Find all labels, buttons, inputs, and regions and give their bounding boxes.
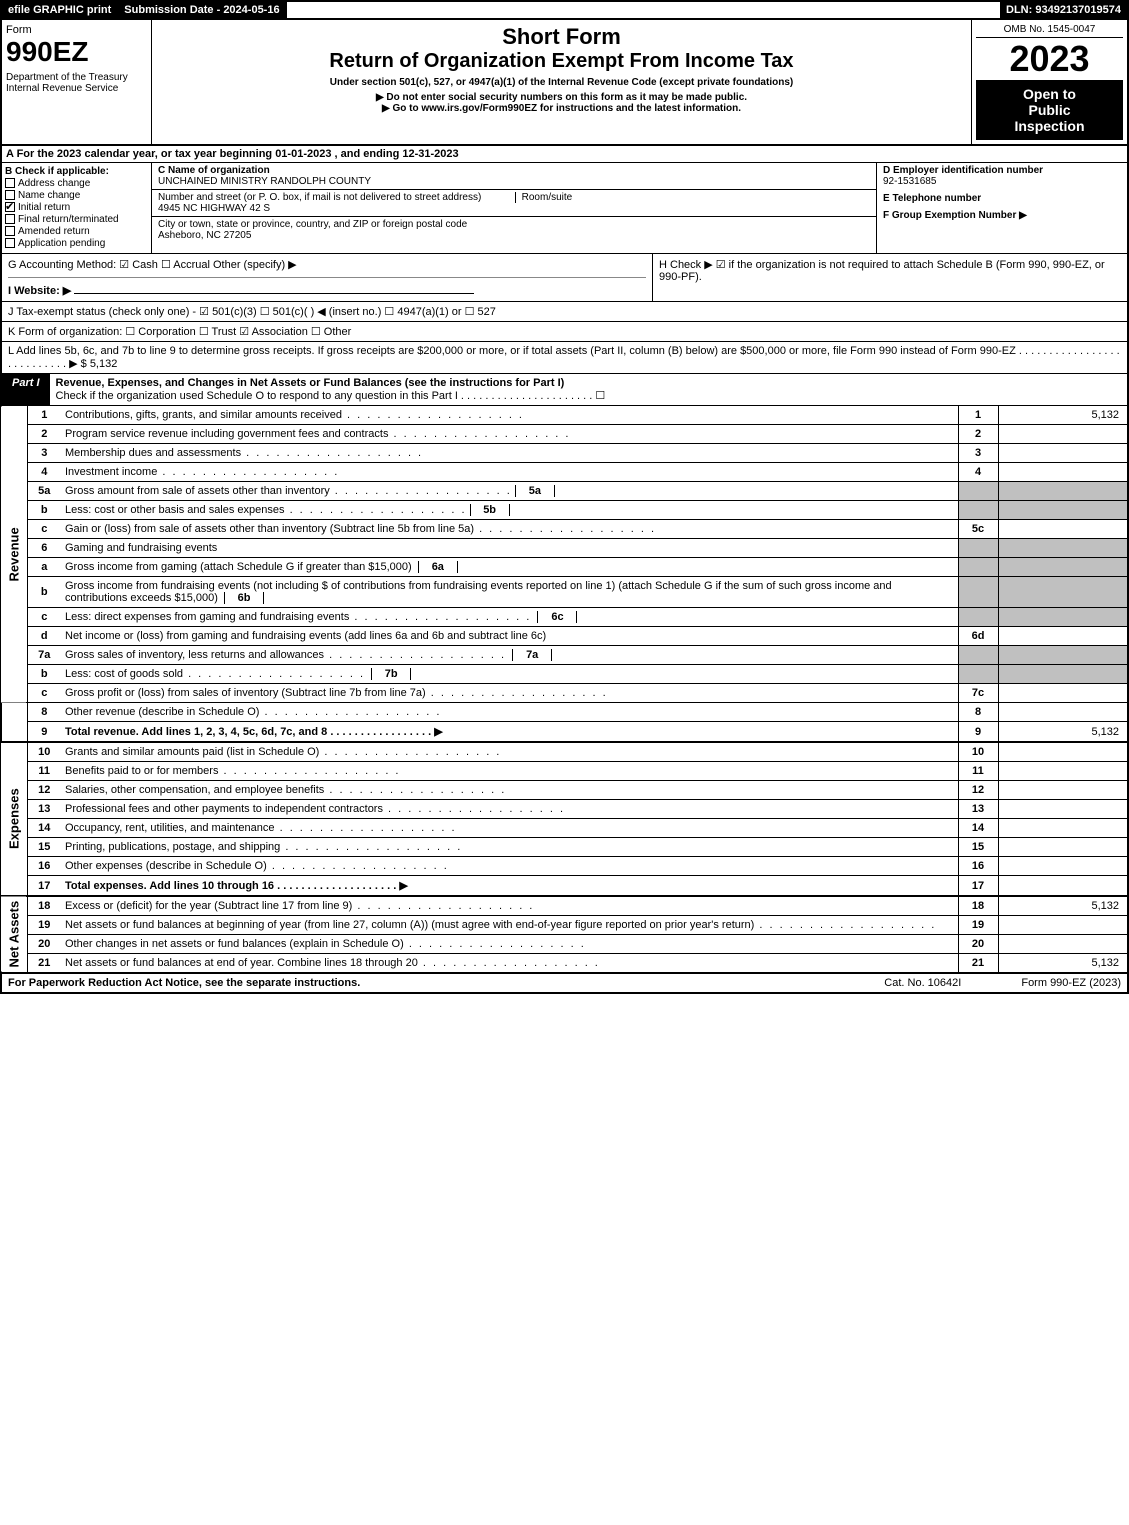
section-k: K Form of organization: ☐ Corporation ☐ …	[0, 322, 1129, 342]
c-room-label: Room/suite	[515, 192, 573, 203]
goto-line[interactable]: ▶ Go to www.irs.gov/Form990EZ for instru…	[156, 103, 967, 114]
dept-treasury: Department of the Treasury Internal Reve…	[6, 72, 147, 94]
line-6d: d Net income or (loss) from gaming and f…	[1, 627, 1128, 646]
form-number: 990EZ	[6, 36, 147, 68]
section-l: L Add lines 5b, 6c, and 7b to line 9 to …	[0, 342, 1129, 374]
line-6a: a Gross income from gaming (attach Sched…	[1, 558, 1128, 577]
line-16: 16 Other expenses (describe in Schedule …	[1, 857, 1128, 876]
line-7c: c Gross profit or (loss) from sales of i…	[1, 684, 1128, 703]
dln-label: DLN: 93492137019574	[1000, 2, 1127, 18]
c-city: City or town, state or province, country…	[152, 217, 876, 243]
line-5c: c Gain or (loss) from sale of assets oth…	[1, 520, 1128, 539]
line-9: 9 Total revenue. Add lines 1, 2, 3, 4, 5…	[1, 722, 1128, 743]
chk-application-pending[interactable]: Application pending	[5, 238, 148, 249]
line-8: 8 Other revenue (describe in Schedule O)…	[1, 703, 1128, 722]
c-street-value: 4945 NC HIGHWAY 42 S	[158, 203, 270, 214]
part1-check-line: Check if the organization used Schedule …	[56, 390, 606, 402]
line-12: 12 Salaries, other compensation, and emp…	[1, 781, 1128, 800]
d-ein: D Employer identification number 92-1531…	[883, 165, 1121, 187]
form-word: Form	[6, 24, 147, 36]
revenue-side-label: Revenue	[1, 406, 27, 703]
line-19: 19 Net assets or fund balances at beginn…	[1, 916, 1128, 935]
line-10: Expenses 10 Grants and similar amounts p…	[1, 742, 1128, 762]
row-gh: G Accounting Method: ☑ Cash ☐ Accrual Ot…	[0, 254, 1129, 302]
row-bcd: B Check if applicable: Address change Na…	[0, 163, 1129, 254]
page-footer: For Paperwork Reduction Act Notice, see …	[0, 973, 1129, 994]
part1-header-row: Part I Revenue, Expenses, and Changes in…	[0, 374, 1129, 406]
section-h: H Check ▶ ☑ if the organization is not r…	[652, 254, 1127, 301]
d-ein-value: 92-1531685	[883, 176, 936, 187]
header-center: Short Form Return of Organization Exempt…	[152, 20, 972, 144]
chk-address-change[interactable]: Address change	[5, 178, 148, 189]
open-line1: Open to	[980, 86, 1119, 102]
section-j: J Tax-exempt status (check only one) - ☑…	[0, 302, 1129, 322]
footer-left: For Paperwork Reduction Act Notice, see …	[8, 977, 884, 989]
line-7b: b Less: cost of goods sold 7b	[1, 665, 1128, 684]
c-name-label: C Name of organization	[158, 165, 270, 176]
revenue-table: Revenue 1 Contributions, gifts, grants, …	[0, 406, 1129, 973]
c-city-label: City or town, state or province, country…	[158, 219, 467, 230]
line-21: 21 Net assets or fund balances at end of…	[1, 954, 1128, 973]
line-7a: 7a Gross sales of inventory, less return…	[1, 646, 1128, 665]
part1-title: Revenue, Expenses, and Changes in Net As…	[56, 377, 565, 389]
form-header: Form 990EZ Department of the Treasury In…	[0, 20, 1129, 146]
top-bar: efile GRAPHIC print Submission Date - 20…	[0, 0, 1129, 20]
line-17: 17 Total expenses. Add lines 10 through …	[1, 876, 1128, 897]
line-14: 14 Occupancy, rent, utilities, and maint…	[1, 819, 1128, 838]
footer-cat-no: Cat. No. 10642I	[884, 977, 961, 989]
line-11: 11 Benefits paid to or for members 11	[1, 762, 1128, 781]
f-group-exemption: F Group Exemption Number ▶	[883, 210, 1121, 221]
line-6c: c Less: direct expenses from gaming and …	[1, 608, 1128, 627]
line-13: 13 Professional fees and other payments …	[1, 800, 1128, 819]
chk-amended-return[interactable]: Amended return	[5, 226, 148, 237]
d-ein-label: D Employer identification number	[883, 165, 1043, 176]
header-left: Form 990EZ Department of the Treasury In…	[2, 20, 152, 144]
line-4: 4 Investment income 4	[1, 463, 1128, 482]
line-15: 15 Printing, publications, postage, and …	[1, 838, 1128, 857]
section-def: D Employer identification number 92-1531…	[877, 163, 1127, 253]
line-18: Net Assets 18 Excess or (deficit) for th…	[1, 896, 1128, 916]
line-1: Revenue 1 Contributions, gifts, grants, …	[1, 406, 1128, 425]
c-name-value: UNCHAINED MINISTRY RANDOLPH COUNTY	[158, 176, 371, 187]
open-to-public: Open to Public Inspection	[976, 80, 1123, 140]
section-a: A For the 2023 calendar year, or tax yea…	[0, 146, 1129, 163]
part1-desc: Revenue, Expenses, and Changes in Net As…	[50, 374, 1127, 405]
c-name: C Name of organization UNCHAINED MINISTR…	[152, 163, 876, 190]
footer-form-ref: Form 990-EZ (2023)	[1021, 977, 1121, 989]
line-3: 3 Membership dues and assessments 3	[1, 444, 1128, 463]
line-2: 2 Program service revenue including gove…	[1, 425, 1128, 444]
open-line3: Inspection	[980, 118, 1119, 134]
chk-name-change[interactable]: Name change	[5, 190, 148, 201]
submission-date: Submission Date - 2024-05-16	[118, 2, 286, 18]
chk-initial-return[interactable]: Initial return	[5, 202, 148, 213]
line-5a: 5a Gross amount from sale of assets othe…	[1, 482, 1128, 501]
line-6: 6 Gaming and fundraising events	[1, 539, 1128, 558]
section-b: B Check if applicable: Address change Na…	[2, 163, 152, 253]
line-5b: b Less: cost or other basis and sales ex…	[1, 501, 1128, 520]
return-title: Return of Organization Exempt From Incom…	[156, 50, 967, 73]
no-ssn-line: ▶ Do not enter social security numbers o…	[156, 92, 967, 103]
e-telephone: E Telephone number	[883, 193, 1121, 204]
c-street-label: Number and street (or P. O. box, if mail…	[158, 192, 481, 203]
header-right: OMB No. 1545-0047 2023 Open to Public In…	[972, 20, 1127, 144]
efile-label[interactable]: efile GRAPHIC print	[2, 2, 118, 18]
short-form-title: Short Form	[156, 24, 967, 50]
chk-final-return[interactable]: Final return/terminated	[5, 214, 148, 225]
b-title: B Check if applicable:	[5, 166, 109, 177]
section-g: G Accounting Method: ☑ Cash ☐ Accrual Ot…	[2, 254, 652, 301]
section-c: C Name of organization UNCHAINED MINISTR…	[152, 163, 877, 253]
netassets-side-label: Net Assets	[1, 896, 27, 973]
line-6b: b Gross income from fundraising events (…	[1, 577, 1128, 608]
tax-year: 2023	[976, 38, 1123, 80]
omb-number: OMB No. 1545-0047	[976, 24, 1123, 38]
part1-label: Part I	[2, 374, 50, 405]
c-street: Number and street (or P. O. box, if mail…	[152, 190, 876, 217]
under-section: Under section 501(c), 527, or 4947(a)(1)…	[156, 77, 967, 88]
line-20: 20 Other changes in net assets or fund b…	[1, 935, 1128, 954]
open-line2: Public	[980, 102, 1119, 118]
c-city-value: Asheboro, NC 27205	[158, 230, 251, 241]
g-accounting: G Accounting Method: ☑ Cash ☐ Accrual Ot…	[8, 258, 646, 278]
expenses-side-label: Expenses	[1, 742, 27, 896]
i-website: I Website: ▶	[8, 284, 646, 297]
